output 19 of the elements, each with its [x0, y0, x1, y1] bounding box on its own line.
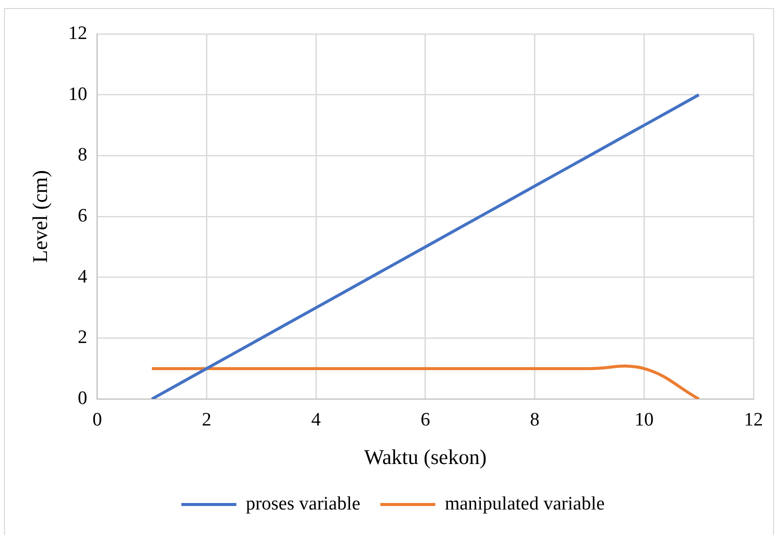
line-series — [150, 93, 700, 399]
x-tick-label: 2 — [202, 409, 212, 430]
y-tick-label: 2 — [78, 327, 88, 348]
y-tick-label: 8 — [78, 144, 88, 166]
x-tick-label: 10 — [634, 409, 654, 430]
x-tick-label: 0 — [92, 409, 102, 430]
y-tick-label: 10 — [68, 84, 88, 105]
y-tick-label: 6 — [78, 205, 88, 226]
y-axis-title: Level (cm) — [28, 170, 52, 263]
x-tick-label: 12 — [744, 409, 763, 430]
legend-label: manipulated variable — [444, 493, 605, 514]
x-tick-label: 8 — [530, 409, 540, 430]
y-tick-label: 12 — [68, 22, 88, 44]
legend-label: proses variable — [246, 493, 360, 514]
x-tick-label: 6 — [420, 409, 430, 430]
x-tick-label: 4 — [311, 409, 322, 430]
y-tick-label: 0 — [78, 388, 88, 409]
y-tick-label: 4 — [78, 266, 88, 288]
x-axis-title: Waktu (sekon) — [364, 444, 487, 469]
